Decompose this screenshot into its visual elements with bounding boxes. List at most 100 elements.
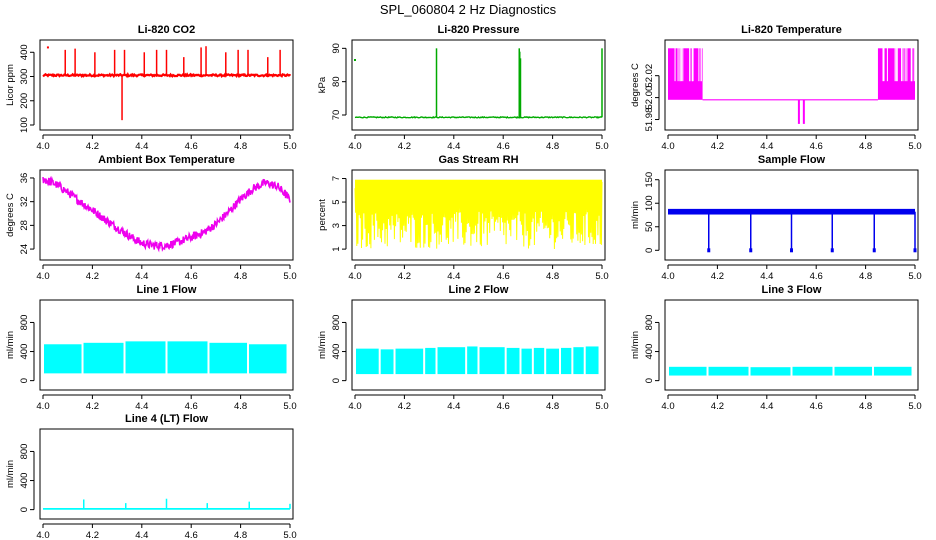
flow-block [585, 346, 599, 375]
x-tick-label: 4.6 [810, 141, 823, 152]
y-tick-label: 300 [19, 69, 30, 85]
x-tick-label: 4.6 [497, 141, 510, 152]
flow-block [708, 366, 749, 376]
x-tick-label: 4.4 [760, 401, 773, 412]
x-tick-label: 4.4 [447, 401, 460, 412]
x-tick-label: 4.6 [497, 401, 510, 412]
chart-title: Li-820 CO2 [138, 24, 195, 36]
plot-frame [664, 39, 919, 131]
plot-frame [39, 169, 294, 261]
chart-title: Line 1 Flow [137, 284, 197, 296]
y-tick-label: 7 [331, 176, 342, 181]
y-tick-label: 90 [331, 43, 342, 54]
chart-title: Gas Stream RH [438, 154, 518, 166]
x-tick-label: 4.8 [234, 271, 247, 282]
x-tick-label: 4.4 [447, 141, 460, 152]
y-tick-label: 800 [19, 315, 30, 331]
x-tick-label: 4.2 [711, 401, 724, 412]
x-tick-label: 4.0 [348, 271, 361, 282]
x-tick-label: 4.0 [661, 401, 674, 412]
y-tick-label: 800 [19, 444, 30, 460]
plot-frame [39, 39, 294, 131]
x-tick-label: 4.4 [447, 271, 460, 282]
y-tick-label: 100 [19, 117, 30, 133]
x-tick-label: 4.0 [36, 141, 49, 152]
y-tick-label: 32 [19, 196, 30, 207]
flow-block [834, 366, 873, 376]
flow-block [874, 366, 912, 376]
flow-block [83, 342, 124, 374]
x-tick-label: 5.0 [283, 141, 296, 152]
flow-block [167, 341, 208, 374]
x-tick-label: 4.8 [859, 271, 872, 282]
dip-point [749, 248, 753, 253]
flow-block [125, 341, 166, 374]
y-axis-label: Licor ppm [5, 64, 16, 106]
flow-block [521, 348, 532, 375]
dip-point [830, 248, 834, 253]
flow-block [750, 367, 791, 376]
x-tick-label: 5.0 [283, 271, 296, 282]
chart-title: Sample Flow [758, 154, 826, 166]
y-tick-label: 400 [331, 344, 342, 360]
x-tick-label: 4.4 [760, 271, 773, 282]
x-tick-label: 4.4 [135, 401, 148, 412]
y-tick-label: 52.02 [644, 64, 655, 88]
y-tick-label: 51.98 [644, 108, 655, 132]
y-tick-label: 50 [644, 221, 655, 232]
x-tick-label: 4.0 [348, 141, 361, 152]
plot-frame [664, 299, 919, 391]
plot-frame [39, 299, 294, 391]
flow-block [380, 349, 394, 375]
x-tick-label: 4.4 [135, 271, 148, 282]
x-tick-label: 4.6 [185, 141, 198, 152]
x-tick-label: 5.0 [908, 271, 921, 282]
y-tick-label: 24 [19, 244, 30, 255]
x-tick-label: 4.6 [185, 271, 198, 282]
chart-title: Line 2 Flow [449, 284, 509, 296]
y-tick-label: 150 [644, 172, 655, 188]
x-tick-label: 4.2 [711, 271, 724, 282]
x-tick-label: 5.0 [595, 141, 608, 152]
y-tick-label: 800 [644, 315, 655, 331]
x-tick-label: 5.0 [595, 401, 608, 412]
y-tick-label: 400 [644, 344, 655, 360]
chart-title: Li-820 Temperature [741, 24, 842, 36]
y-tick-label: 1 [331, 246, 342, 251]
x-tick-label: 4.6 [810, 271, 823, 282]
dip-point [790, 248, 793, 253]
flow-block [479, 347, 505, 375]
plot-frame [39, 428, 294, 520]
y-axis-label: ml/min [630, 331, 641, 359]
y-axis-label: ml/min [630, 201, 641, 229]
dip-point [913, 248, 917, 253]
x-tick-label: 4.8 [859, 141, 872, 152]
x-tick-label: 4.6 [810, 401, 823, 412]
flow-block [44, 344, 82, 374]
flow-block [561, 347, 572, 375]
flow-block [546, 348, 560, 375]
x-tick-label: 4.4 [760, 141, 773, 152]
x-tick-label: 4.8 [546, 141, 559, 152]
x-tick-label: 4.8 [234, 530, 247, 540]
x-tick-label: 4.2 [86, 401, 99, 412]
x-tick-label: 4.0 [661, 141, 674, 152]
y-tick-label: 0 [19, 507, 30, 512]
y-axis-label: percent [317, 199, 328, 231]
y-tick-label: 70 [331, 110, 342, 121]
chart-title: Li-820 Pressure [438, 24, 520, 36]
flow-block [467, 346, 478, 375]
flow-block [425, 347, 436, 375]
y-tick-label: 0 [19, 378, 30, 383]
y-tick-label: 28 [19, 220, 30, 231]
x-tick-label: 4.2 [86, 271, 99, 282]
flow-block [437, 347, 466, 375]
x-tick-label: 4.2 [398, 271, 411, 282]
x-tick-label: 4.6 [185, 530, 198, 540]
flow-block [395, 348, 424, 375]
